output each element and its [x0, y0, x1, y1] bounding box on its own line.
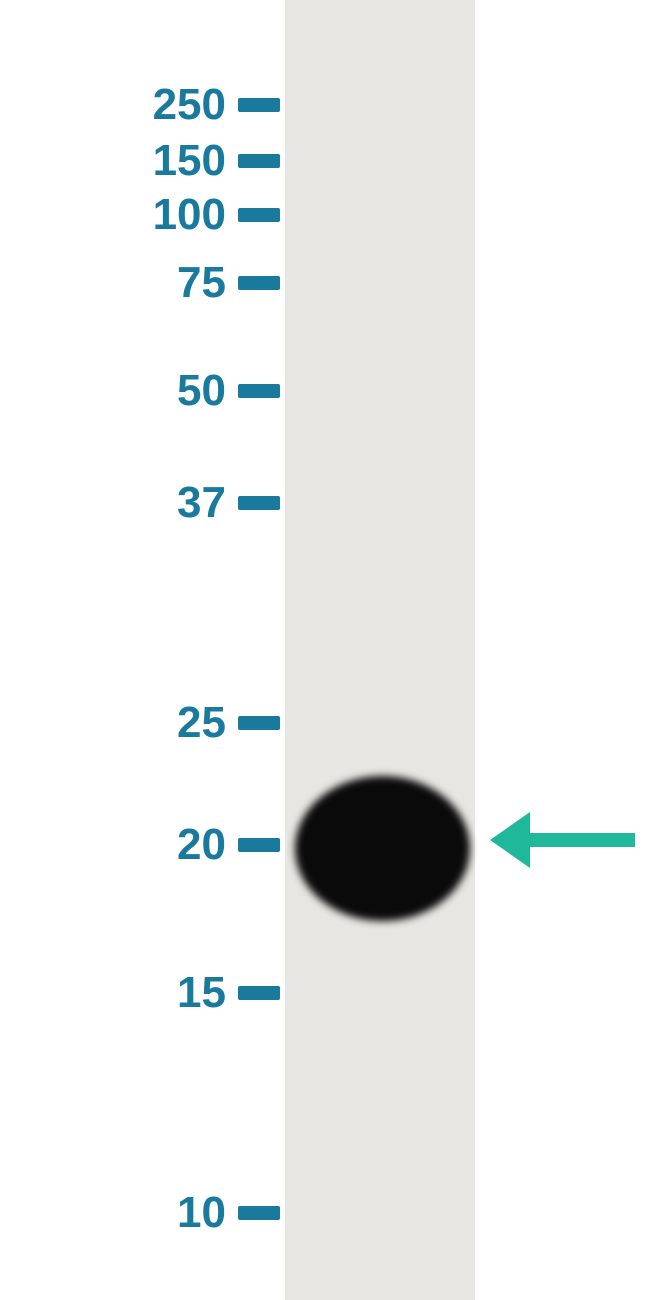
molecular-weight-ladder: 250 150 100 75 50 37 25 20 15 10: [0, 0, 280, 1300]
ladder-marker-50: 50: [0, 366, 280, 416]
arrow-tail: [530, 833, 635, 847]
ladder-tick: [238, 496, 280, 510]
ladder-marker-20: 20: [0, 820, 280, 870]
ladder-tick: [238, 276, 280, 290]
ladder-tick: [238, 838, 280, 852]
blot-lane: [285, 0, 475, 1300]
ladder-tick: [238, 716, 280, 730]
ladder-marker-250: 250: [0, 80, 280, 130]
ladder-label: 250: [153, 80, 226, 130]
ladder-marker-150: 150: [0, 136, 280, 186]
ladder-tick: [238, 154, 280, 168]
protein-band: [295, 776, 470, 921]
ladder-marker-15: 15: [0, 968, 280, 1018]
ladder-label: 10: [177, 1188, 226, 1238]
ladder-label: 37: [177, 478, 226, 528]
ladder-label: 15: [177, 968, 226, 1018]
ladder-marker-10: 10: [0, 1188, 280, 1238]
ladder-marker-100: 100: [0, 190, 280, 240]
ladder-marker-37: 37: [0, 478, 280, 528]
ladder-label: 25: [177, 698, 226, 748]
ladder-label: 150: [153, 136, 226, 186]
ladder-tick: [238, 384, 280, 398]
ladder-tick: [238, 208, 280, 222]
arrow-head-icon: [490, 812, 530, 868]
ladder-marker-25: 25: [0, 698, 280, 748]
ladder-label: 20: [177, 820, 226, 870]
ladder-tick: [238, 98, 280, 112]
ladder-marker-75: 75: [0, 258, 280, 308]
ladder-tick: [238, 1206, 280, 1220]
ladder-tick: [238, 986, 280, 1000]
ladder-label: 100: [153, 190, 226, 240]
ladder-label: 50: [177, 366, 226, 416]
ladder-label: 75: [177, 258, 226, 308]
